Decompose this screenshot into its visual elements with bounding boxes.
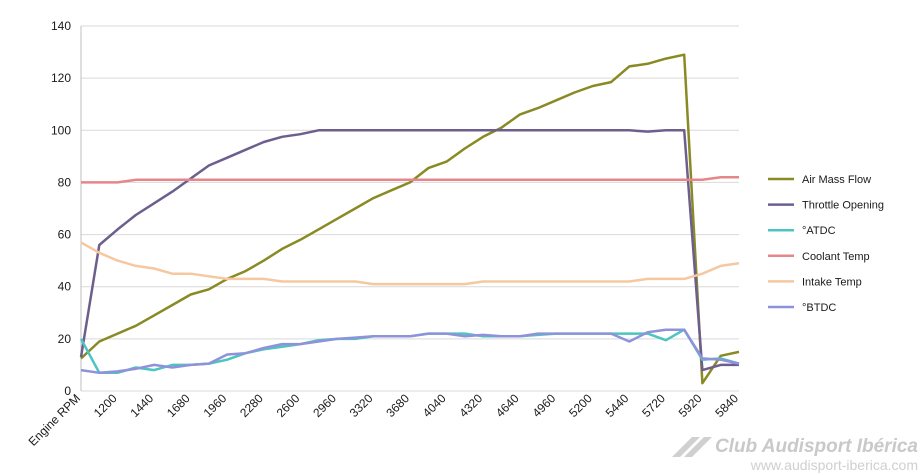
x-tick-label: 1440 xyxy=(127,391,156,420)
watermark-url: www.audisport-iberica.com xyxy=(750,457,918,473)
x-tick-label: 4640 xyxy=(493,391,522,420)
y-tick-label: 20 xyxy=(58,332,72,346)
x-tick-label: 4960 xyxy=(530,391,559,420)
legend-label: Throttle Opening xyxy=(802,200,884,212)
x-tick-label: 5440 xyxy=(603,391,632,420)
legend-label: Coolant Temp xyxy=(802,251,870,263)
x-tick-label: 4040 xyxy=(420,391,449,420)
x-tick-label: 5920 xyxy=(676,391,705,420)
x-tick-label: 2960 xyxy=(310,391,339,420)
y-tick-label: 60 xyxy=(58,228,72,242)
x-tick-label: 1200 xyxy=(91,391,120,420)
y-tick-label: 100 xyxy=(51,123,71,137)
x-tick-label: 5720 xyxy=(639,391,668,420)
y-tick-label: 0 xyxy=(64,384,71,398)
legend-label: °ATDC xyxy=(802,225,836,237)
series-line-throttle-opening xyxy=(79,129,739,372)
x-tick-label: 2280 xyxy=(237,391,266,420)
y-axis-ticks: 0 20 40 60 80 100 120 140 xyxy=(51,19,71,398)
x-tick-label: 1680 xyxy=(164,391,193,420)
y-tick-label: 140 xyxy=(51,19,71,33)
x-tick-label: 3680 xyxy=(383,391,412,420)
x-tick-label: 1960 xyxy=(201,391,230,420)
x-tick-label: 5840 xyxy=(712,391,741,420)
watermark-logo-icon xyxy=(672,437,712,457)
series-line-air-mass-flow xyxy=(80,53,740,385)
legend-label: Air Mass Flow xyxy=(802,174,871,186)
x-tick-label: 4320 xyxy=(456,391,485,420)
series-line-intake-temp xyxy=(80,241,740,286)
x-tick-label: 3320 xyxy=(347,391,376,420)
x-tick-label: 2600 xyxy=(274,391,303,420)
y-tick-label: 40 xyxy=(58,280,72,294)
watermark-title: Club Audisport Ibérica xyxy=(715,436,918,457)
series-lines xyxy=(79,53,740,385)
legend-label: °BTDC xyxy=(802,302,836,314)
series-line--btdc xyxy=(80,328,740,375)
watermark: Club Audisport Ibérica www.audisport-ibe… xyxy=(672,436,918,473)
x-axis-ticks: Engine RPM 1200 1440 1680 1960 2280 2600 2960 33… xyxy=(26,391,742,449)
y-tick-label: 80 xyxy=(58,175,72,189)
x-tick-label: 5200 xyxy=(566,391,595,420)
legend: Air Mass Flow Throttle Opening °ATDC Coolan… xyxy=(768,174,884,314)
x-tick-label: Engine RPM xyxy=(26,391,84,449)
y-tick-label: 120 xyxy=(51,71,71,85)
series-line-coolant-temp xyxy=(81,175,739,184)
legend-label: Intake Temp xyxy=(802,276,862,288)
